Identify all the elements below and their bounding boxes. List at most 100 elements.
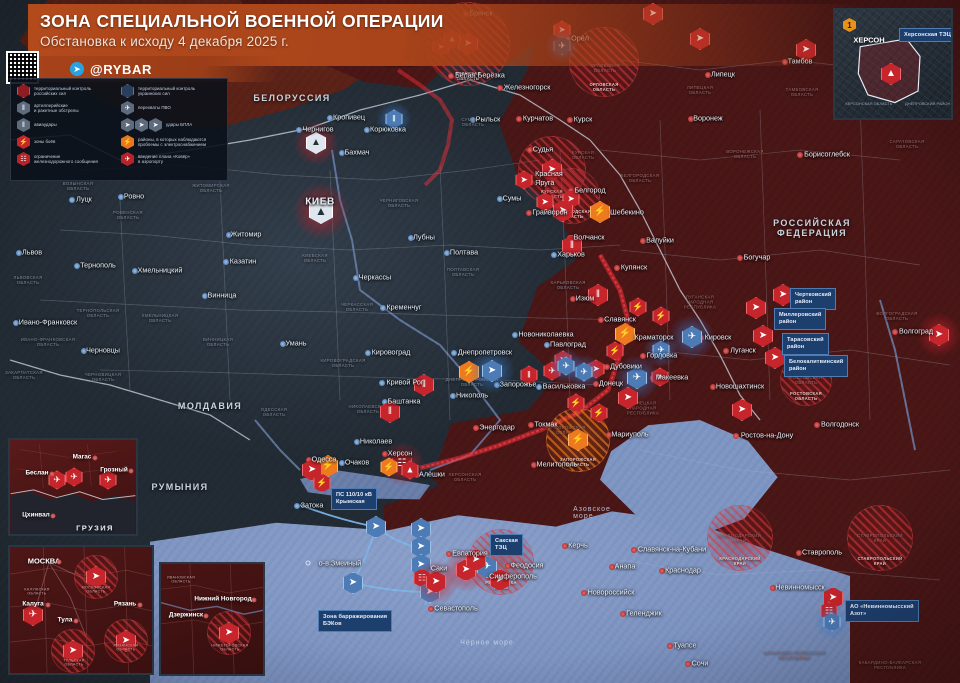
uav-icon[interactable]: ➤ [116, 630, 136, 652]
inset-city-dot [203, 613, 209, 619]
combat-icon[interactable]: ⚡ [629, 297, 647, 317]
telegram-bar[interactable]: ➤ @RYBAR [28, 56, 278, 82]
city-label: Липецк [711, 70, 735, 79]
threat-zone-label: ЗАПОРОЖСКАЯОБЛАСТЬ [560, 457, 596, 468]
kover-plan-icon[interactable]: ✈ [65, 467, 83, 487]
kover-plan-icon[interactable]: ✈ [23, 604, 43, 626]
airdefense-icon[interactable]: ✈ [627, 367, 647, 389]
uav-icon[interactable]: ➤ [746, 297, 766, 319]
inset-kherson-callout[interactable]: Херсонская ТЭЦ [899, 28, 951, 43]
combat-icon[interactable]: ⚡ [652, 306, 670, 326]
city-dot [225, 232, 232, 238]
city-label: Симферополь [489, 572, 537, 581]
artillery-icon[interactable]: ‖ [520, 365, 538, 385]
map-callout[interactable]: Белокалитвинскийрайон [784, 355, 849, 377]
uav-icon[interactable]: ➤ [466, 549, 486, 571]
inset-city-label: Беслан [25, 469, 49, 477]
city-label: Славянск [604, 315, 636, 324]
artillery-icon[interactable]: ‖ [385, 109, 403, 129]
city-dot [736, 255, 743, 261]
city-label: Богучар [744, 253, 771, 262]
uav-icon[interactable]: ➤ [753, 325, 773, 347]
map-callout[interactable]: СакскаяТЭЦ [490, 534, 523, 556]
legend-item-label: территориальный контроль украинских сил [138, 85, 196, 97]
inset-moscow[interactable]: ➤ ✈ ➤ ➤ КАЛУЖСКАЯ ОБЛАСТЬ МОСКОВСКАЯ ОБЛАСТЬ ТУЛ… [8, 545, 154, 675]
artillery-icon[interactable]: ‖ [588, 284, 608, 306]
artillery-icon: ‖ [17, 101, 30, 115]
airstrike-icon[interactable]: ▲ [881, 63, 901, 85]
uav-icon[interactable]: ➤ [63, 640, 83, 662]
qr-code-icon[interactable] [6, 51, 39, 84]
city-label: Новороссийск [588, 588, 635, 597]
city-label: Корюковка [370, 125, 406, 134]
uav-icon[interactable]: ➤ [542, 159, 562, 181]
uav-icon[interactable]: ➤ [929, 324, 949, 346]
airdefense-icon[interactable]: ✈ [557, 356, 575, 376]
uav-icon[interactable]: ➤ [515, 170, 533, 190]
oblast-label: ТАМБОВСКАЯОБЛАСТЬ [786, 87, 819, 97]
airstrike-icon[interactable]: ▲ [401, 460, 419, 480]
map-callout[interactable]: Чертковскийрайон [790, 288, 837, 310]
artillery-icon[interactable]: ‖ [380, 401, 400, 423]
uav-icon[interactable]: ➤ [482, 360, 502, 382]
legend-item: территориальный контроль российских сил [17, 84, 117, 98]
city-dot [504, 563, 511, 569]
kover-plan-icon[interactable]: ✈ [99, 470, 117, 490]
power-icon[interactable]: ⚡ [568, 429, 588, 451]
combat-icon[interactable]: ⚡ [313, 473, 331, 493]
power-icon[interactable]: ⚡ [615, 323, 635, 345]
city-dot [543, 342, 550, 348]
uav-icon[interactable]: ➤ [618, 387, 638, 409]
uav-icon[interactable]: ➤ [426, 571, 446, 593]
oblast-label: ЧЕРНИГОВСКАЯОБЛАСТЬ [380, 198, 419, 208]
city-label: Курчатов [523, 114, 553, 123]
airstrike-icon[interactable]: ▲ [306, 132, 326, 154]
uav-icon[interactable]: ➤ [366, 516, 386, 538]
oblast-label: НИКОЛАЕВСКАЯОБЛАСТЬ [349, 404, 388, 414]
airdefense-icon[interactable]: ✈ [823, 612, 841, 632]
threat-zone-label: ОРЛОВСКАЯОБЛАСТЬ [589, 82, 618, 93]
inset-kherson[interactable]: 1 ХЕРСОН Херсонская ТЭЦ ▲ ХЕРСОНСКАЯ ОБЛ… [833, 8, 953, 120]
city-label: Мариуполь [611, 430, 648, 439]
artillery-icon[interactable]: ‖ [414, 374, 434, 396]
map-callout[interactable]: Миллеровскийрайон [774, 308, 827, 330]
uav-icon[interactable]: ➤ [219, 622, 239, 644]
power-icon[interactable]: ⚡ [380, 457, 398, 477]
inset-city-dot [92, 455, 98, 461]
city-dot [497, 85, 504, 91]
combat-icon[interactable]: ⚡ [606, 341, 624, 361]
city-label: Энергодар [479, 423, 515, 432]
city-label: Феодосия [511, 561, 544, 570]
combat-icon[interactable]: ⚡ [567, 393, 585, 413]
power-icon[interactable]: ⚡ [590, 201, 610, 223]
uav-icon[interactable]: ➤ [411, 518, 431, 540]
uav-icon[interactable]: ➤ [490, 569, 510, 591]
city-label: Изюм [576, 294, 595, 303]
uav-icon[interactable]: ➤ [536, 192, 554, 212]
oblast-label: КУРСКАЯОБЛАСТЬ [572, 150, 595, 160]
map-callout[interactable]: Зона барражированияБЭКов [318, 610, 393, 632]
combat-icon[interactable]: ⚡ [590, 403, 608, 423]
city-dot [363, 127, 370, 133]
inset-city-dot [49, 471, 55, 477]
inset-caucasus[interactable]: ✈ ✈ ✈ Магас Беслан Грозный Цхинвал ГРУЗИЯ [8, 438, 138, 536]
city-label: Евпатория [452, 549, 487, 558]
uav-icon[interactable]: ➤ [343, 572, 363, 594]
airdefense-icon[interactable]: ✈ [682, 326, 702, 348]
uav-icon[interactable]: ➤ [302, 459, 322, 481]
city-dot [550, 252, 557, 258]
map-callout[interactable]: Тарасовскийрайон [782, 333, 829, 355]
uav-icon[interactable]: ➤ [86, 566, 106, 588]
uav-icon[interactable]: ➤ [732, 399, 752, 421]
inset-nizhny-novgorod[interactable]: ➤ ИВАНОВСКАЯ ОБЛАСТЬ НИЖЕГОРОДСКАЯ ОБЛАСТЬ Ни… [159, 562, 265, 676]
city-label: Казатин [230, 257, 257, 266]
legend-item: территориальный контроль украинских сил [121, 84, 221, 98]
map-callout[interactable]: АО «НевинномысскийАзот» [845, 600, 919, 622]
map-callout[interactable]: ПС 110/10 кВКрымская [331, 488, 378, 510]
city-label: Токмак [534, 420, 557, 429]
inset-caucasus-country: ГРУЗИЯ [76, 523, 114, 533]
uav-icon[interactable]: ➤ [553, 200, 573, 222]
airdefense-icon[interactable]: ✈ [652, 340, 670, 360]
city-dot [353, 439, 360, 445]
artillery-icon[interactable]: ‖ [562, 235, 582, 257]
